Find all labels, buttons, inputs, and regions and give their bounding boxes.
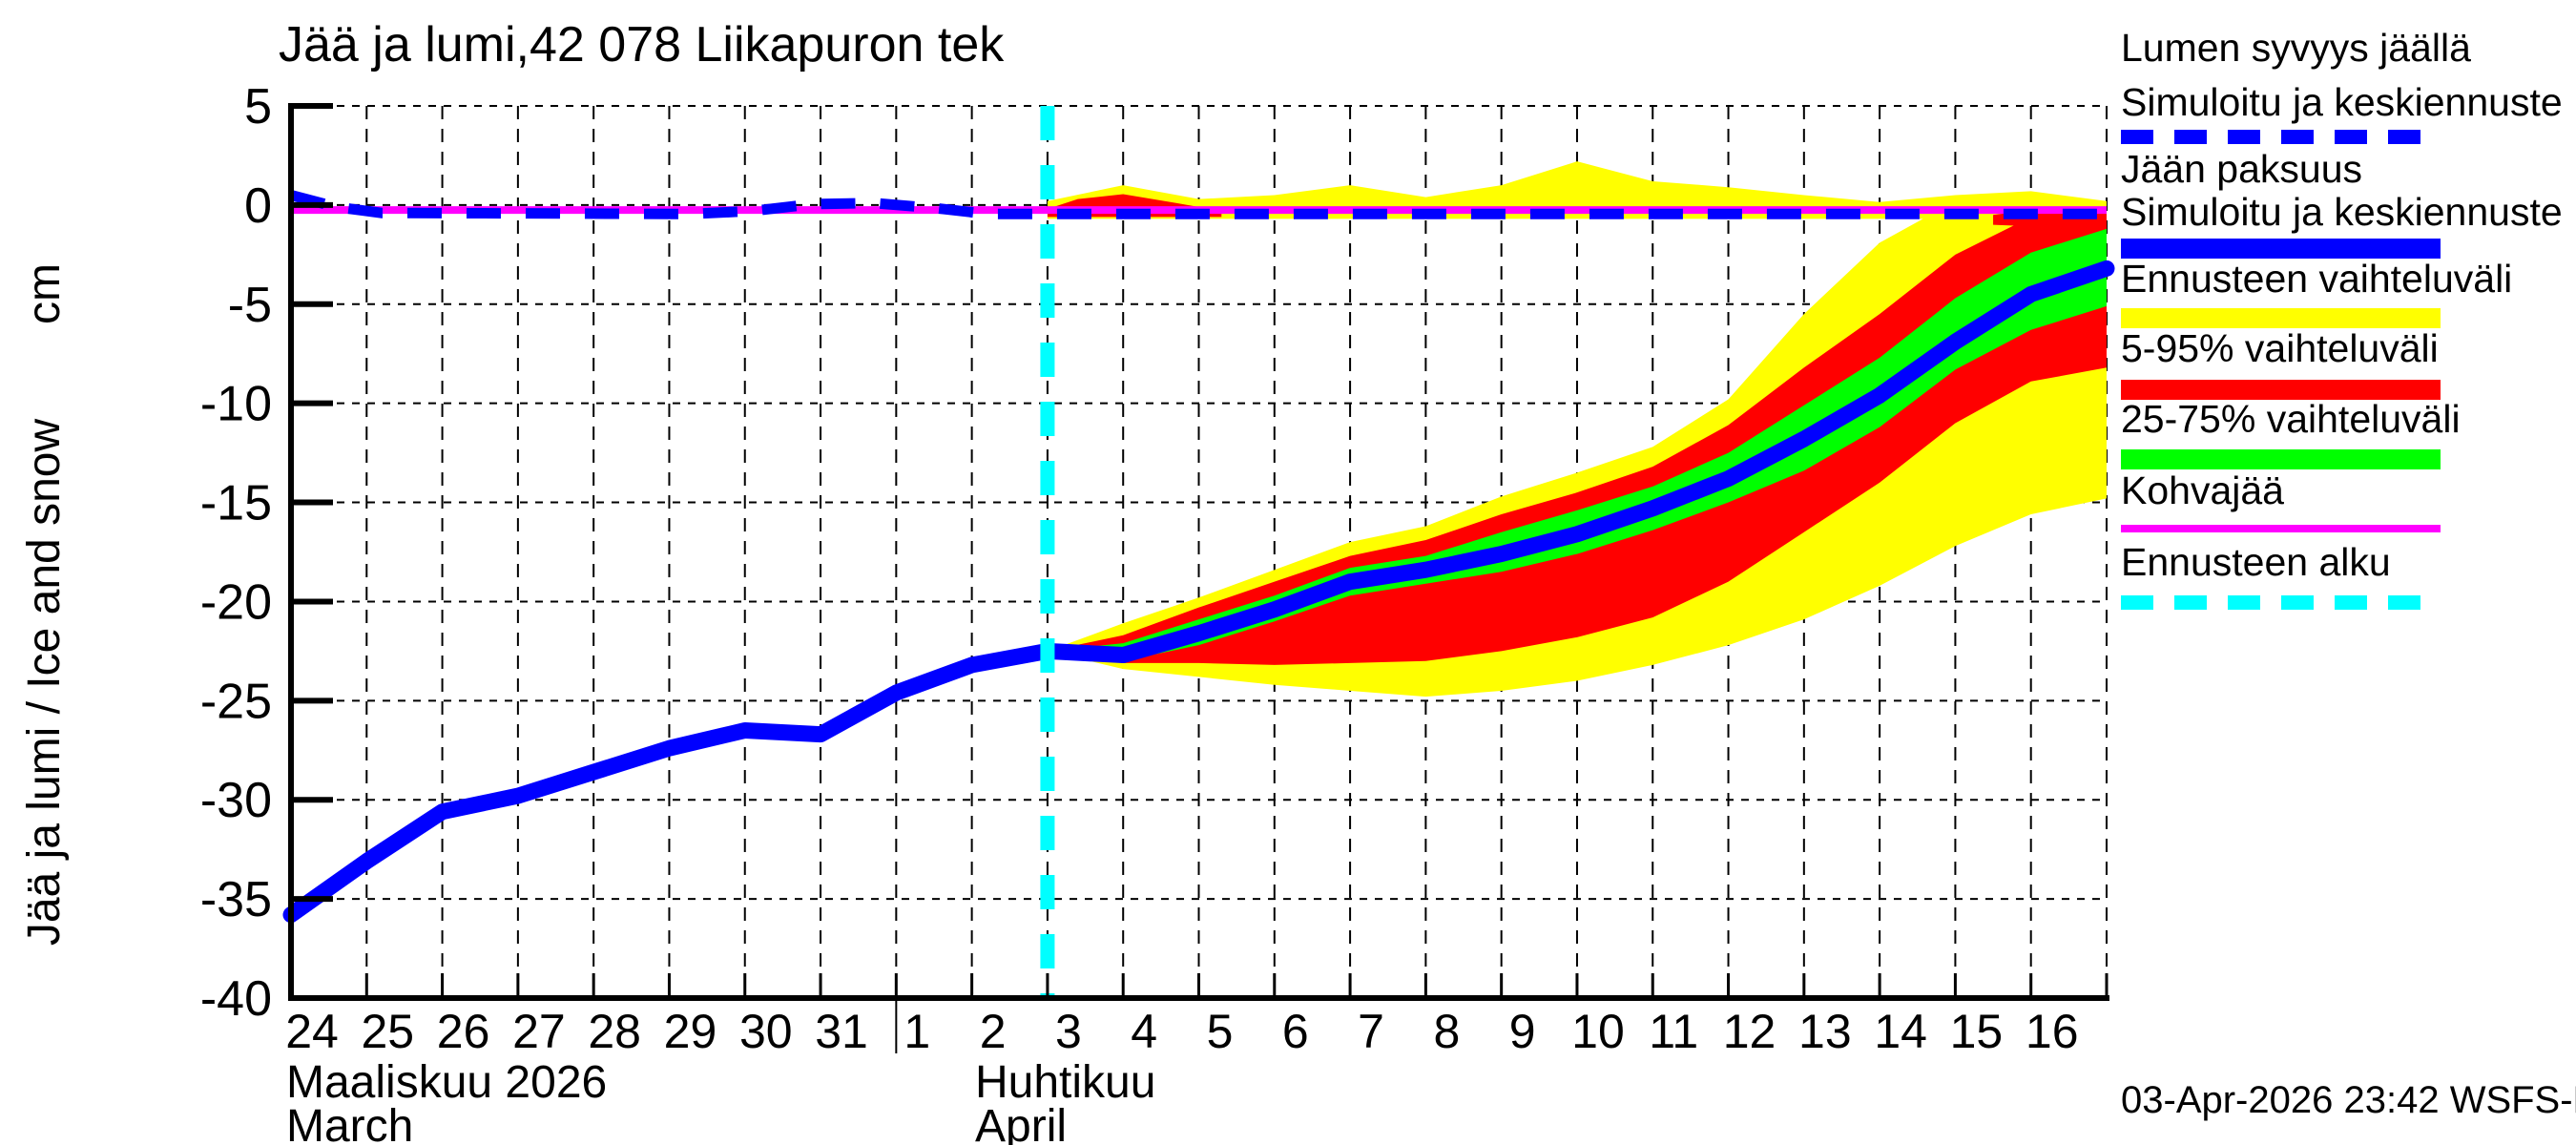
- y-tick-label: 0: [244, 178, 272, 234]
- x-tick-label: 2: [980, 1005, 1007, 1058]
- legend-label-forecast-start: Ennusteen alku: [2121, 540, 2391, 584]
- ice-thickness-line: [282, 260, 2115, 924]
- y-tick-label: -20: [200, 574, 272, 630]
- legend-swatch-forecast-start-cyan-dashed-line: [2121, 595, 2441, 610]
- x-tick-label: 16: [2025, 1005, 2079, 1058]
- legend-label-ice-thickness-2: Simuloitu ja keskiennuste: [2121, 190, 2563, 234]
- legend-label-5-95-range: 5-95% vaihteluväli: [2121, 326, 2439, 370]
- x-tick-label: 14: [1874, 1005, 1927, 1058]
- legend-label-kohvajaa: Kohvajää: [2121, 468, 2284, 512]
- legend-label-snow-depth-1: Lumen syvyys jäällä: [2121, 26, 2471, 70]
- snow-depth-line: [289, 190, 2107, 219]
- x-tick-label: 3: [1055, 1005, 1082, 1058]
- forecast-bands: [1047, 161, 2107, 697]
- x-tick-label: 5: [1207, 1005, 1234, 1058]
- month-label-march-fi: Maaliskuu 2026: [286, 1057, 607, 1108]
- month-label-march-en: March: [286, 1101, 413, 1145]
- legend-label-snow-depth-2: Simuloitu ja keskiennuste: [2121, 80, 2563, 124]
- x-tick-label: 31: [815, 1005, 868, 1058]
- x-tick-label: 1: [904, 1005, 930, 1058]
- x-tick-label: 9: [1509, 1005, 1536, 1058]
- legend-swatch-ice-thickness-blue-line: [2121, 239, 2441, 259]
- band-snow-forecast-yellow: [1047, 161, 2107, 219]
- x-tick-label: 29: [664, 1005, 717, 1058]
- x-tick-label: 12: [1723, 1005, 1776, 1058]
- y-tick-label: -10: [200, 377, 272, 432]
- y-axis-unit-label: cm: [19, 263, 70, 324]
- legend-swatch-25-75-green-band: [2121, 449, 2441, 469]
- x-tick-label: 30: [739, 1005, 793, 1058]
- legend-swatch-snow-depth-dashed-blue-line: [2121, 130, 2441, 144]
- month-label-april-fi: Huhtikuu: [975, 1057, 1155, 1108]
- y-axis-label: Jää ja lumi / Ice and snow: [19, 419, 70, 947]
- x-tick-label: 27: [512, 1005, 566, 1058]
- legend: Lumen syvyys jäällä Simuloitu ja keskien…: [2121, 0, 2569, 668]
- x-tick-label: 13: [1798, 1005, 1852, 1058]
- x-tick-label: 8: [1433, 1005, 1460, 1058]
- chart-title: Jää ja lumi,42 078 Liikapuron tek: [279, 17, 1005, 73]
- timestamp: 03-Apr-2026 23:42 WSFS-P: [2121, 1079, 2576, 1121]
- x-tick-label: 28: [588, 1005, 641, 1058]
- y-tick-label: -40: [200, 971, 272, 1027]
- x-tick-label: 26: [437, 1005, 490, 1058]
- band-5-95-red: [1047, 209, 2107, 665]
- y-tick-label: -30: [200, 773, 272, 828]
- legend-label-ice-thickness-1: Jään paksuus: [2121, 147, 2363, 191]
- band-25-75-green: [1047, 228, 2107, 661]
- x-tick-label: 25: [361, 1005, 414, 1058]
- y-tick-label: -5: [228, 278, 272, 333]
- y-tick-label: -15: [200, 476, 272, 531]
- x-tick-label: 11: [1649, 1005, 1698, 1058]
- legend-swatch-forecast-range-yellow-band: [2121, 308, 2441, 328]
- x-tick-label: 15: [1950, 1005, 2004, 1058]
- y-tick-label: -35: [200, 872, 272, 927]
- x-tick-label: 6: [1282, 1005, 1309, 1058]
- x-tick-label: 4: [1131, 1005, 1157, 1058]
- y-tick-label: -25: [200, 674, 272, 729]
- legend-label-forecast-range: Ennusteen vaihteluväli: [2121, 257, 2513, 301]
- month-label-april-en: April: [975, 1101, 1067, 1145]
- y-tick-label: 5: [244, 79, 272, 135]
- x-tick-label: 24: [285, 1005, 339, 1058]
- legend-swatch-5-95-red-band: [2121, 380, 2441, 400]
- axes: [288, 103, 2109, 1053]
- data-lines: [282, 106, 2115, 998]
- x-tick-label: 10: [1571, 1005, 1625, 1058]
- legend-swatch-kohvajaa-magenta-line: [2121, 525, 2441, 532]
- x-tick-label: 7: [1358, 1005, 1384, 1058]
- legend-label-25-75-range: 25-75% vaihteluväli: [2121, 397, 2461, 441]
